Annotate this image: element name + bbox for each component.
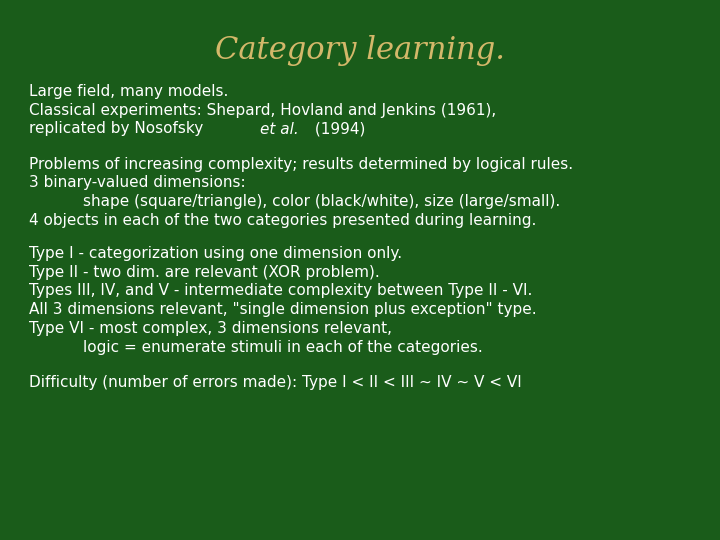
Text: Classical experiments: Shepard, Hovland and Jenkins (1961),: Classical experiments: Shepard, Hovland … [29,103,496,118]
Text: Type I - categorization using one dimension only.: Type I - categorization using one dimens… [29,246,402,261]
Text: Type VI - most complex, 3 dimensions relevant,: Type VI - most complex, 3 dimensions rel… [29,321,392,336]
Text: Difficulty (number of errors made): Type I < II < III ~ IV ~ V < VI: Difficulty (number of errors made): Type… [29,375,521,390]
Text: All 3 dimensions relevant, "single dimension plus exception" type.: All 3 dimensions relevant, "single dimen… [29,302,536,318]
Text: logic = enumerate stimuli in each of the categories.: logic = enumerate stimuli in each of the… [83,340,482,355]
Text: 4 objects in each of the two categories presented during learning.: 4 objects in each of the two categories … [29,213,536,228]
Text: shape (square/triangle), color (black/white), size (large/small).: shape (square/triangle), color (black/wh… [83,194,560,210]
Text: Type II - two dim. are relevant (XOR problem).: Type II - two dim. are relevant (XOR pro… [29,265,379,280]
Text: Types III, IV, and V - intermediate complexity between Type II - VI.: Types III, IV, and V - intermediate comp… [29,284,532,299]
Text: Category learning.: Category learning. [215,35,505,66]
Text: et al.: et al. [260,122,299,137]
Text: 3 binary-valued dimensions:: 3 binary-valued dimensions: [29,176,246,191]
Text: Large field, many models.: Large field, many models. [29,84,228,99]
Text: replicated by Nosofsky: replicated by Nosofsky [29,122,208,137]
Text: Problems of increasing complexity; results determined by logical rules.: Problems of increasing complexity; resul… [29,157,573,172]
Text: (1994): (1994) [310,122,365,137]
